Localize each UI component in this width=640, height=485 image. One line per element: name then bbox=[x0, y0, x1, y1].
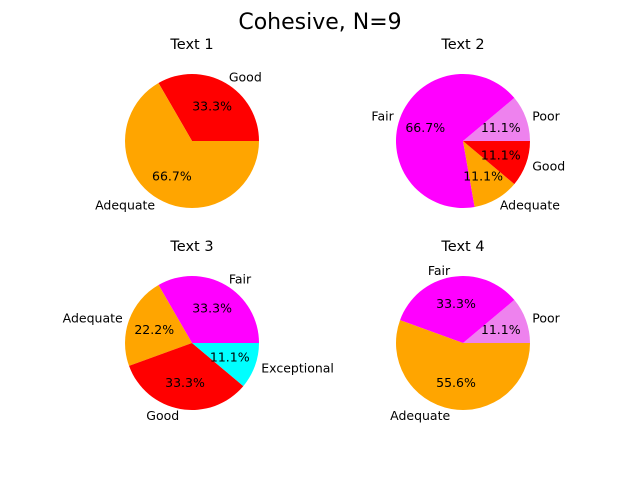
slice-percent-good: 33.3% bbox=[165, 375, 205, 390]
slice-percent-adequate: 55.6% bbox=[436, 375, 476, 390]
pie-slice-adequate bbox=[125, 82, 259, 209]
slice-label-exceptional: Exceptional bbox=[261, 361, 334, 376]
slice-label-good: Good bbox=[532, 159, 565, 174]
slice-label-fair: Fair bbox=[229, 272, 252, 287]
pie-slice-adequate bbox=[463, 141, 515, 207]
slice-percent-poor: 11.1% bbox=[481, 120, 521, 135]
slice-label-adequate: Adequate bbox=[390, 408, 450, 423]
pie-charts: Text 1 Good 33.3% Adequate 66.7% Text 2 Poor 11… bbox=[63, 37, 566, 423]
pie-slice-good bbox=[463, 141, 530, 185]
slice-percent-adequate: 11.1% bbox=[463, 168, 503, 183]
pie-title: Text 4 bbox=[440, 239, 484, 255]
slice-label-adequate: Adequate bbox=[500, 197, 560, 212]
pie-slice-exceptional bbox=[192, 343, 259, 387]
pie-slice-good bbox=[158, 74, 259, 141]
slice-label-poor: Poor bbox=[532, 310, 560, 325]
pie-slice-fair bbox=[158, 276, 259, 343]
slice-label-fair: Fair bbox=[371, 108, 394, 123]
pie-title: Text 3 bbox=[169, 239, 213, 255]
slice-percent-poor: 11.1% bbox=[481, 322, 521, 337]
slice-label-adequate: Adequate bbox=[95, 197, 155, 212]
slice-label-good: Good bbox=[146, 408, 179, 423]
slice-percent-fair: 33.3% bbox=[436, 296, 476, 311]
slice-label-adequate: Adequate bbox=[63, 310, 123, 325]
pie-slice-poor bbox=[463, 97, 530, 141]
pie-chart-3: Text 3 Fair 33.3% Adequate 22.2% Good 33.3% Exc… bbox=[63, 239, 334, 423]
pie-slice-adequate bbox=[396, 320, 530, 410]
pie-title: Text 2 bbox=[440, 37, 484, 53]
slice-percent-adequate: 66.7% bbox=[152, 168, 192, 183]
pie-chart-4: Text 4 Poor 11.1% Fair 33.3% Adequate 55.6% bbox=[390, 239, 561, 423]
pie-slice-poor bbox=[463, 299, 530, 343]
pie-title: Text 1 bbox=[169, 37, 213, 53]
pie-slice-good bbox=[129, 343, 244, 411]
slice-label-good: Good bbox=[229, 70, 262, 85]
pie-slice-fair bbox=[400, 275, 515, 343]
slice-percent-good: 33.3% bbox=[192, 99, 232, 114]
slice-percent-good: 11.1% bbox=[481, 147, 521, 162]
pie-chart-2: Text 2 Poor 11.1% Fair 66.7% Adequate 11.1% Goo… bbox=[371, 37, 565, 212]
pie-slice-adequate bbox=[124, 284, 192, 366]
slice-percent-fair: 66.7% bbox=[405, 120, 445, 135]
pie-slice-fair bbox=[395, 73, 515, 208]
figure-title: Cohesive, N=9 bbox=[238, 10, 401, 35]
slice-label-poor: Poor bbox=[532, 108, 560, 123]
slice-percent-fair: 33.3% bbox=[192, 301, 232, 316]
slice-label-fair: Fair bbox=[428, 263, 451, 278]
pie-chart-1: Text 1 Good 33.3% Adequate 66.7% bbox=[95, 37, 262, 212]
slice-percent-exceptional: 11.1% bbox=[210, 349, 250, 364]
slice-percent-adequate: 22.2% bbox=[134, 322, 174, 337]
